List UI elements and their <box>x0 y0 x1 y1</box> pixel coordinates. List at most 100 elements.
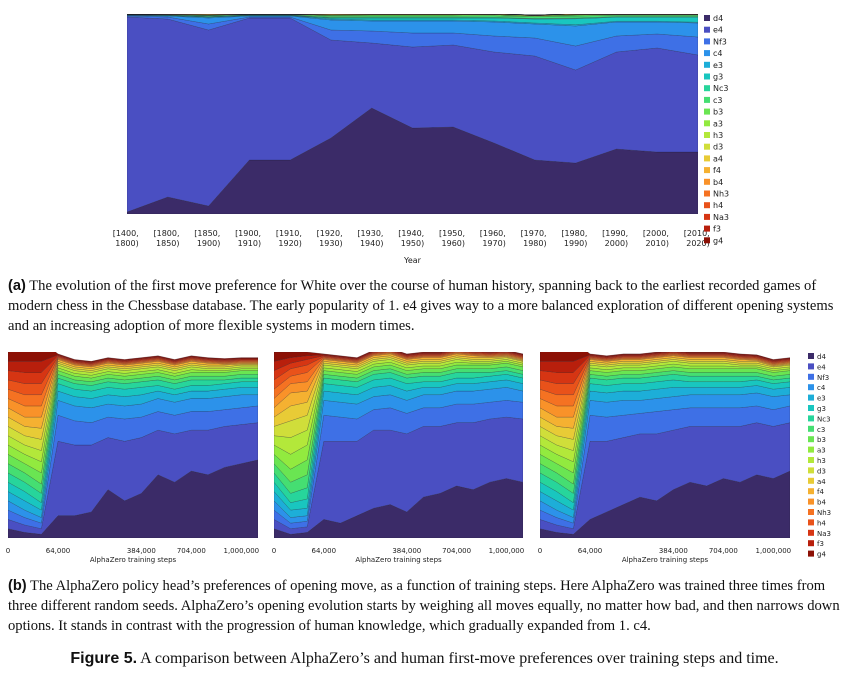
x-tick-label: 1,000,000 <box>224 547 260 555</box>
legend-swatch <box>808 457 814 463</box>
legend-label: e3 <box>713 61 723 70</box>
x-tick-label: 64,000 <box>578 547 603 555</box>
legend-swatch <box>808 415 814 422</box>
x-tick-label: [1850, 1900) <box>194 229 223 248</box>
x-axis-title: AlphaZero training steps <box>622 556 709 564</box>
x-axis-title: AlphaZero training steps <box>90 556 177 564</box>
legend-swatch <box>704 96 710 103</box>
figure: d4 e4 Nf3 c4 e3 g3 Nc3 c3 b3 a3 h3 d3 a4 f4 b4 Nh3 h4 Na3… <box>6 14 831 564</box>
area: g4 <box>540 352 790 362</box>
x-tick-label: [1950, 1960) <box>439 229 468 248</box>
legend-label: c4 <box>713 49 723 58</box>
legend-label: b3 <box>713 108 723 117</box>
x-tick-label: 64,000 <box>312 547 337 555</box>
legend-label: c3 <box>817 426 825 434</box>
legend-swatch <box>808 363 814 370</box>
x-tick-label: 64,000 <box>46 547 71 555</box>
legend-label: h4 <box>713 201 723 210</box>
plot: d4e4Nf3c4e3g3Nc3c3b3a3h3d3a4f4b4Nh3h4Na3… <box>127 14 698 214</box>
plot: d4e4Nf3c4e3g3Nc3c3b3a3h3d3a4f4b4Nh3h4Na3… <box>274 352 523 538</box>
legend-swatch <box>704 225 710 232</box>
x-tick-label: 0 <box>272 547 276 555</box>
legend-label: Na3 <box>713 213 729 222</box>
x-tick-label: [1940, 1950) <box>398 229 427 248</box>
legend-swatch <box>704 202 710 209</box>
legend-label: f3 <box>817 540 824 548</box>
legend-swatch <box>704 50 710 57</box>
legend-label: b4 <box>817 499 826 507</box>
legend-swatch <box>704 213 710 220</box>
legend-swatch <box>808 446 814 453</box>
legend-label: h4 <box>817 519 826 527</box>
legend-swatch <box>808 353 814 359</box>
legend-swatch <box>704 26 710 33</box>
caption-a: (a) The evolution of the first move pref… <box>8 276 844 336</box>
legend-label: f3 <box>713 225 721 234</box>
legend-label: Nc3 <box>713 84 728 93</box>
legend-label: a4 <box>817 478 826 486</box>
area: g4 <box>8 352 258 363</box>
x-tick-label: 384,000 <box>659 547 688 555</box>
legend-label: b3 <box>817 436 826 444</box>
x-tick-label: 704,000 <box>709 547 738 555</box>
x-tick-label: 704,000 <box>177 547 206 555</box>
legend-swatch <box>704 178 710 185</box>
legend-label: d4 <box>817 353 826 361</box>
legend-swatch <box>808 519 814 526</box>
legend-label: h3 <box>817 457 826 465</box>
legend-label: g3 <box>713 73 723 82</box>
x-tick-label: 384,000 <box>392 547 421 555</box>
legend-label: c4 <box>817 384 826 392</box>
legend-label: Na3 <box>817 530 831 538</box>
x-axis-title: AlphaZero training steps <box>355 556 442 564</box>
x-tick-label: 384,000 <box>127 547 156 555</box>
legend-label: g3 <box>817 405 826 413</box>
legend-swatch <box>808 373 814 380</box>
caption-label: (a) <box>8 278 26 294</box>
legend-swatch <box>704 167 710 174</box>
x-axis-title: Year <box>403 256 422 265</box>
x-tick-label: [2000, 2010) <box>643 229 672 248</box>
x-tick-label: [1900, 1910) <box>235 229 264 248</box>
legend-label: f4 <box>713 166 721 175</box>
x-tick-label: 1,000,000 <box>756 547 792 555</box>
legend-label: Nh3 <box>713 190 729 199</box>
legend-swatch <box>808 384 814 391</box>
legend-label: e3 <box>817 395 826 403</box>
caption-text: The evolution of the first move preferen… <box>8 278 834 334</box>
legend-label: c3 <box>713 96 723 105</box>
legend-swatch <box>808 498 814 505</box>
legend-swatch <box>704 15 710 21</box>
legend-swatch <box>808 488 814 495</box>
legend-swatch <box>808 550 814 557</box>
caption-label: (b) <box>8 578 27 594</box>
legend-swatch <box>808 394 814 401</box>
x-tick-label: [2010, 2020) <box>684 229 713 248</box>
x-tick-label: [1970, 1980) <box>521 229 550 248</box>
legend-swatch <box>808 467 814 474</box>
legend-label: e4 <box>713 26 723 35</box>
legend-swatch <box>808 477 814 484</box>
area: g4 <box>274 352 523 362</box>
legend-label: Nf3 <box>713 37 727 46</box>
legend-label: d3 <box>817 467 826 475</box>
legend-swatch <box>808 405 814 411</box>
x-tick-label: 0 <box>538 547 542 555</box>
x-tick-label: [1910, 1920) <box>276 229 305 248</box>
x-tick-label: 1,000,000 <box>489 547 525 555</box>
caption-label: Figure 5. <box>70 650 138 667</box>
legend-label: Nh3 <box>817 509 831 517</box>
legend-label: g4 <box>817 551 826 559</box>
legend-label: d3 <box>713 143 723 152</box>
plot: d4e4Nf3c4e3g3Nc3c3b3a3h3d3a4f4b4Nh3h4Na3… <box>540 352 790 538</box>
x-tick-label: 704,000 <box>442 547 471 555</box>
legend-label: a3 <box>713 119 723 128</box>
legend-label: g4 <box>713 236 723 245</box>
legend-swatch <box>808 509 814 515</box>
legend-label: Nf3 <box>817 374 829 382</box>
legend-swatch <box>808 436 814 443</box>
caption-text: The AlphaZero policy head’s preferences … <box>8 578 840 634</box>
legend-label: a4 <box>713 154 723 163</box>
legend-swatch <box>704 73 710 80</box>
legend-swatch <box>704 85 710 92</box>
